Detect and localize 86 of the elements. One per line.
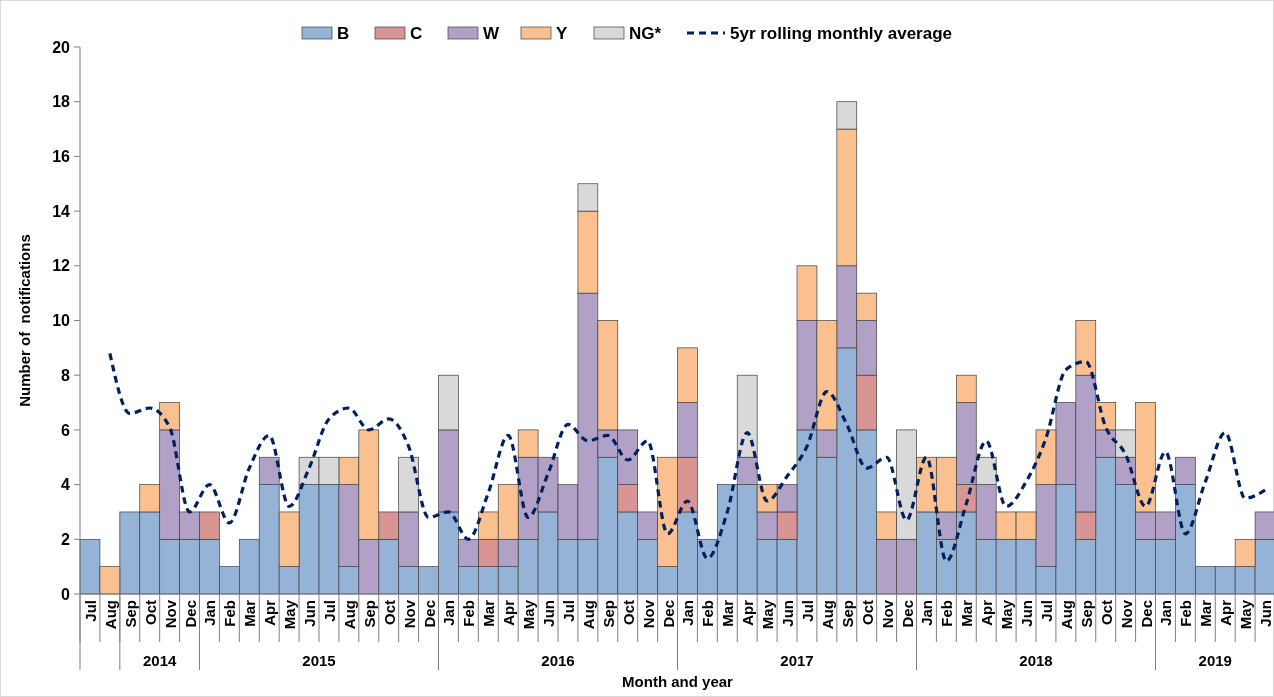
x-tick-label: Aug: [1057, 600, 1075, 630]
x-tick-label: Feb: [699, 600, 717, 627]
x-tick-label: May: [281, 599, 299, 630]
x-tick-label: May: [998, 599, 1016, 630]
x-tick-label: Jul: [81, 600, 99, 622]
x-tick-label: Aug: [101, 600, 119, 630]
legend-label: Y: [556, 24, 568, 43]
text: 2018: [1019, 652, 1053, 669]
x-tick-label: May: [1237, 599, 1255, 630]
text: 2019: [1198, 652, 1232, 669]
x-tick-label: Jan: [679, 600, 697, 626]
x-tick-label: Mar: [958, 599, 976, 627]
y-tick-label: 12: [52, 257, 71, 275]
y-tick-label: 6: [61, 421, 71, 439]
y-tick-label: 14: [52, 202, 71, 220]
x-tick-label: Jan: [918, 600, 936, 626]
x-tick-label: Apr: [500, 599, 518, 626]
x-tick-label: Oct: [380, 600, 398, 626]
x-tick-label: Mar: [241, 599, 259, 627]
x-tick-label: Jan: [201, 600, 219, 626]
x-tick-label: Sep: [360, 600, 378, 628]
x-tick-label: Nov: [1117, 599, 1135, 629]
legend-label: NG*: [629, 24, 662, 43]
y-tick-label: 10: [52, 312, 71, 330]
x-tick-label: Nov: [161, 599, 179, 629]
legend-label: W: [483, 24, 500, 43]
y-tick-label: 16: [52, 148, 71, 165]
x-tick-label: Feb: [460, 600, 478, 627]
y-tick-label: 20: [52, 38, 71, 56]
x-tick-label: Sep: [121, 600, 139, 628]
x-tick-label: Sep: [599, 600, 617, 628]
x-axis-title: Month and year: [622, 673, 734, 690]
line-series: [108, 351, 1267, 563]
x-tick-label: May: [520, 599, 538, 630]
x-tick-label: Jul: [798, 600, 816, 622]
x-tick-label: Dec: [659, 600, 677, 628]
y-axis-title: Number of notifications: [16, 234, 33, 407]
x-tick-label: Mar: [1197, 599, 1215, 627]
y-tick-label: 18: [52, 93, 71, 111]
x-tick-label: Jan: [1157, 600, 1175, 626]
text: 2015: [302, 652, 336, 669]
x-tick-label: Aug: [340, 600, 358, 630]
x-tick-label: Sep: [838, 600, 856, 628]
y-tick-label: 4: [61, 476, 71, 494]
x-tick-label: May: [759, 599, 777, 630]
x-tick-label: Oct: [141, 600, 159, 626]
x-tick-label: Mar: [719, 599, 737, 627]
x-tick-label: Dec: [420, 600, 438, 628]
x-tick-label: Jun: [1018, 600, 1036, 627]
x-tick-label: Jul: [320, 600, 338, 622]
y-tick-label: 0: [61, 585, 71, 603]
x-tick-label: Jun: [1257, 600, 1274, 627]
x-tick-label: Apr: [739, 599, 757, 626]
x-tick-label: Jul: [559, 600, 577, 622]
y-tick-label: 8: [61, 366, 71, 384]
x-tick-label: Aug: [818, 600, 836, 630]
x-tick-label: Nov: [400, 599, 418, 629]
x-tick-label: Oct: [858, 600, 876, 626]
x-tick-label: Dec: [181, 600, 199, 628]
text: 2017: [780, 652, 814, 669]
legend-label: 5yr rolling monthly average: [730, 24, 953, 43]
x-tick-label: Nov: [878, 599, 896, 629]
x-tick-label: Feb: [1177, 600, 1195, 627]
x-tick-label: Apr: [978, 599, 996, 626]
legend-label: C: [410, 24, 423, 43]
x-tick-label: Feb: [221, 600, 239, 627]
x-tick-label: Mar: [480, 599, 498, 627]
x-tick-label: Jul: [1037, 600, 1055, 622]
y-tick-label: 2: [61, 530, 71, 548]
x-tick-label: Jun: [779, 600, 797, 627]
x-tick-label: Oct: [1097, 600, 1115, 626]
x-tick-label: Apr: [1217, 599, 1235, 626]
x-tick-label: Feb: [938, 600, 956, 627]
x-tick-label: Nov: [639, 599, 657, 629]
legend-label: B: [337, 24, 350, 43]
x-tick-label: Aug: [579, 600, 597, 630]
x-tick-label: Apr: [261, 599, 279, 626]
text: 2016: [541, 652, 575, 669]
x-tick-label: Sep: [1077, 600, 1095, 628]
x-tick-label: Jan: [440, 600, 458, 626]
x-tick-label: Dec: [898, 600, 916, 628]
x-tick-label: Jun: [301, 600, 319, 627]
x-tick-label: Jun: [540, 600, 558, 627]
x-tick-label: Dec: [1137, 600, 1155, 628]
text: 2014: [142, 652, 178, 669]
x-tick-label: Oct: [619, 600, 637, 626]
